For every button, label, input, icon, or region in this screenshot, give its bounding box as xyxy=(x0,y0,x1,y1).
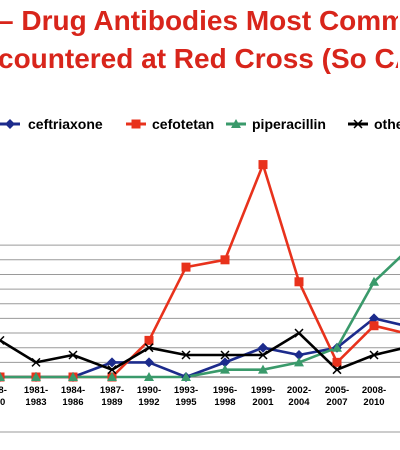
data-point-piperacillin xyxy=(258,364,268,374)
x-tick-label: 1983 xyxy=(25,397,46,408)
x-tick-label: 2004 xyxy=(288,397,310,408)
data-point-othe xyxy=(0,335,5,345)
chart-title-line-2: countered at Red Cross (So CA xyxy=(0,43,398,74)
data-point-othe xyxy=(369,350,379,360)
data-point-piperacillin xyxy=(0,372,5,381)
x-tick-labels: 78-801981-19831984-19861987-19891990-199… xyxy=(0,385,386,408)
data-point-othe xyxy=(220,350,230,360)
x-tick-label: 2002- xyxy=(287,385,311,396)
data-point-ceftriaxone xyxy=(369,313,379,324)
legend-marker-cefotetan xyxy=(131,119,141,129)
data-point-piperacillin xyxy=(181,372,191,381)
data-point-piperacillin xyxy=(107,372,117,381)
data-point-cefotetan xyxy=(369,321,379,331)
data-point-ceftriaxone xyxy=(294,350,304,361)
x-tick-label: 78- xyxy=(0,385,7,396)
x-tick-label: 1984- xyxy=(61,385,85,396)
legend-label-othe: othe xyxy=(374,116,400,132)
legend-label-piperacillin: piperacillin xyxy=(252,116,326,132)
data-point-cefotetan xyxy=(144,335,154,345)
data-point-othe xyxy=(107,365,117,375)
data-point-ceftriaxone xyxy=(144,357,154,368)
legend-marker-ceftriaxone xyxy=(5,119,15,129)
data-point-piperacillin xyxy=(294,357,304,367)
x-tick-label: 2010 xyxy=(363,397,384,408)
x-tick-label: 1996- xyxy=(213,385,237,396)
x-tick-label: 1990- xyxy=(137,385,161,396)
x-tick-label: 1989 xyxy=(101,397,122,408)
x-tick-label: 1998 xyxy=(214,397,235,408)
data-point-cefotetan xyxy=(220,255,230,265)
legend-label-cefotetan: cefotetan xyxy=(152,116,214,132)
data-point-othe xyxy=(258,350,268,360)
x-tick-label: 1986 xyxy=(62,397,83,408)
legend: ceftriaxone cefotetan piperacillin othe xyxy=(0,116,400,132)
data-point-othe xyxy=(181,350,191,360)
data-point-ceftriaxone xyxy=(107,357,117,368)
data-point-ceftriaxone xyxy=(258,342,268,353)
data-point-piperacillin xyxy=(332,342,342,352)
chart-title-line-1: – Drug Antibodies Most Comm xyxy=(0,5,398,36)
data-point-piperacillin xyxy=(369,276,379,286)
data-point-piperacillin xyxy=(68,372,78,381)
x-tick-label: 2008- xyxy=(362,385,386,396)
x-tick-label: 1995 xyxy=(175,397,197,408)
series-line-othe xyxy=(0,331,400,372)
x-tick-label: 80 xyxy=(0,397,5,408)
x-tick-label: 1992 xyxy=(138,397,159,408)
data-point-othe xyxy=(332,365,342,375)
legend-marker-piperacillin xyxy=(231,119,241,128)
x-tick-label: 2001 xyxy=(252,397,274,408)
x-tick-label: 1987- xyxy=(100,385,124,396)
data-point-piperacillin xyxy=(144,372,154,381)
data-point-cefotetan xyxy=(332,357,342,367)
data-point-othe xyxy=(68,350,78,360)
x-tick-label: 1999- xyxy=(251,385,275,396)
legend-label-ceftriaxone: ceftriaxone xyxy=(28,116,103,132)
data-point-piperacillin xyxy=(31,372,41,381)
series-line-piperacillin xyxy=(0,255,400,379)
data-point-cefotetan xyxy=(181,262,191,272)
x-tick-label: 1993- xyxy=(174,385,198,396)
data-point-piperacillin xyxy=(220,364,230,374)
data-point-ceftriaxone xyxy=(220,357,230,368)
legend-marker-othe xyxy=(353,119,363,129)
data-point-othe xyxy=(294,328,304,338)
x-tick-label: 2007 xyxy=(326,397,347,408)
series-lines xyxy=(0,163,400,379)
data-point-cefotetan xyxy=(294,277,304,287)
data-point-othe xyxy=(144,343,154,353)
x-tick-label: 1981- xyxy=(24,385,48,396)
x-tick-label: 2005- xyxy=(325,385,349,396)
data-point-othe xyxy=(31,357,41,367)
gridlines xyxy=(0,244,400,433)
data-point-cefotetan xyxy=(258,160,268,170)
series-markers xyxy=(0,160,379,382)
